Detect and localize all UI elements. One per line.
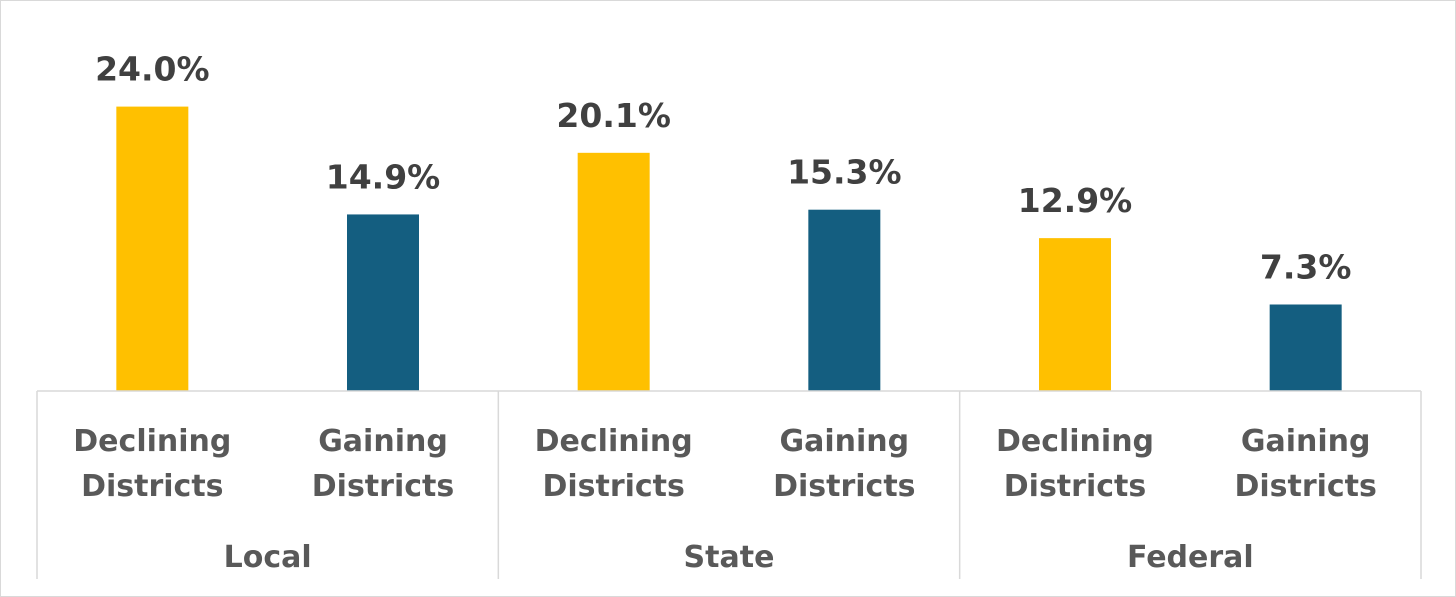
tick-label-local-gaining-districts-line1: Gaining <box>318 424 448 459</box>
tick-label-federal-gaining-districts-line2: Districts <box>1234 469 1376 504</box>
bar-state-gaining-districts <box>808 209 881 391</box>
tick-label-federal-gaining-districts-line1: Gaining <box>1241 424 1371 459</box>
tick-label-local-declining-districts-line2: Districts <box>81 469 223 504</box>
bars-layer: 24.0% 14.9% 20.1% 15.3% 12.9% 7.3% <box>95 50 1351 391</box>
group-label-federal: Federal <box>1127 540 1254 575</box>
tick-label-federal-declining-districts-line2: Districts <box>1004 469 1146 504</box>
data-label-state-declining-districts: 20.1% <box>556 96 671 135</box>
data-label-local-declining-districts: 24.0% <box>95 50 210 89</box>
data-label-federal-gaining-districts: 7.3% <box>1260 247 1352 286</box>
bar-local-declining-districts <box>116 106 189 391</box>
tick-label-local-declining-districts-line1: Declining <box>73 424 231 459</box>
data-label-federal-declining-districts: 12.9% <box>1018 181 1133 220</box>
category-axis: Declining Districts Gaining Districts Local D… <box>36 390 1422 579</box>
bar-federal-gaining-districts <box>1269 304 1342 391</box>
bar-state-declining-districts <box>577 152 650 391</box>
data-label-local-gaining-districts: 14.9% <box>326 157 441 196</box>
tick-label-local-gaining-districts-line2: Districts <box>312 469 454 504</box>
tick-label-state-gaining-districts-line2: Districts <box>773 469 915 504</box>
tick-label-state-declining-districts-line1: Declining <box>535 424 693 459</box>
group-label-state: State <box>684 540 775 575</box>
tick-label-state-declining-districts-line2: Districts <box>542 469 684 504</box>
bar-local-gaining-districts <box>347 214 419 391</box>
data-label-state-gaining-districts: 15.3% <box>787 153 902 192</box>
group-label-local: Local <box>224 540 312 575</box>
tick-label-state-gaining-districts-line1: Gaining <box>780 424 910 459</box>
tick-label-federal-declining-districts-line1: Declining <box>996 424 1154 459</box>
bar-federal-declining-districts <box>1039 238 1111 391</box>
